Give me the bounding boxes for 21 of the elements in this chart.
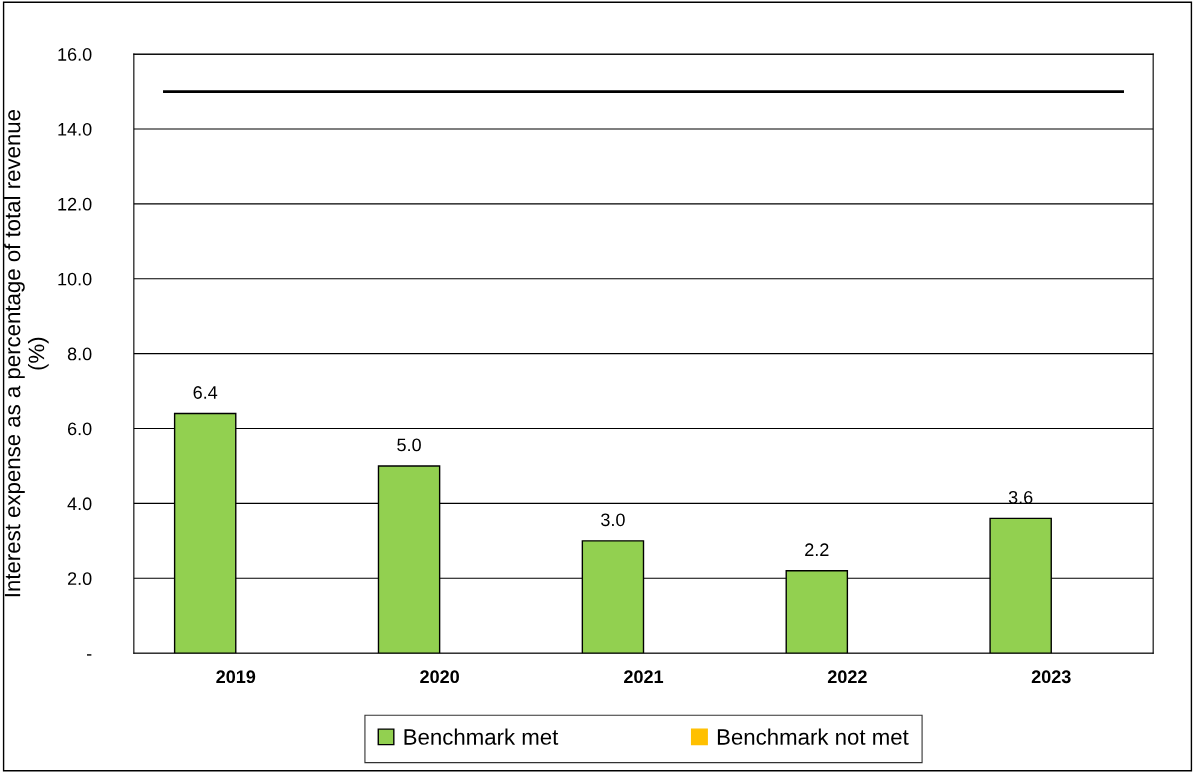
y-tick-label: 6.0 xyxy=(67,422,92,436)
y-tick-label: 16.0 xyxy=(58,48,92,61)
data-label: 5.0 xyxy=(397,438,421,452)
y-tick-label: 2.0 xyxy=(67,572,92,586)
y-tick-label: - xyxy=(86,654,92,656)
y-tick-label: 12.0 xyxy=(58,197,92,211)
data-label: 3.0 xyxy=(601,513,625,527)
y-tick-label: 8.0 xyxy=(67,347,92,361)
legend-label: Benchmark not met xyxy=(717,728,909,745)
x-tick-label: 2023 xyxy=(1031,670,1071,684)
y-tick-label: 10.0 xyxy=(58,272,92,286)
x-tick-label: 2019 xyxy=(216,670,256,684)
x-tick-label: 2022 xyxy=(827,670,867,684)
y-tick-label: 4.0 xyxy=(67,497,92,511)
x-tick-label: 2021 xyxy=(624,670,664,684)
data-label: 6.4 xyxy=(193,386,218,399)
y-tick-label: 14.0 xyxy=(58,122,92,136)
x-tick-label: 2020 xyxy=(420,670,459,684)
y-axis-title: Interest expense as a percentage of total revenue (%) xyxy=(4,110,49,597)
legend-label: Benchmark met xyxy=(404,728,559,745)
data-label: 2.2 xyxy=(805,543,829,556)
